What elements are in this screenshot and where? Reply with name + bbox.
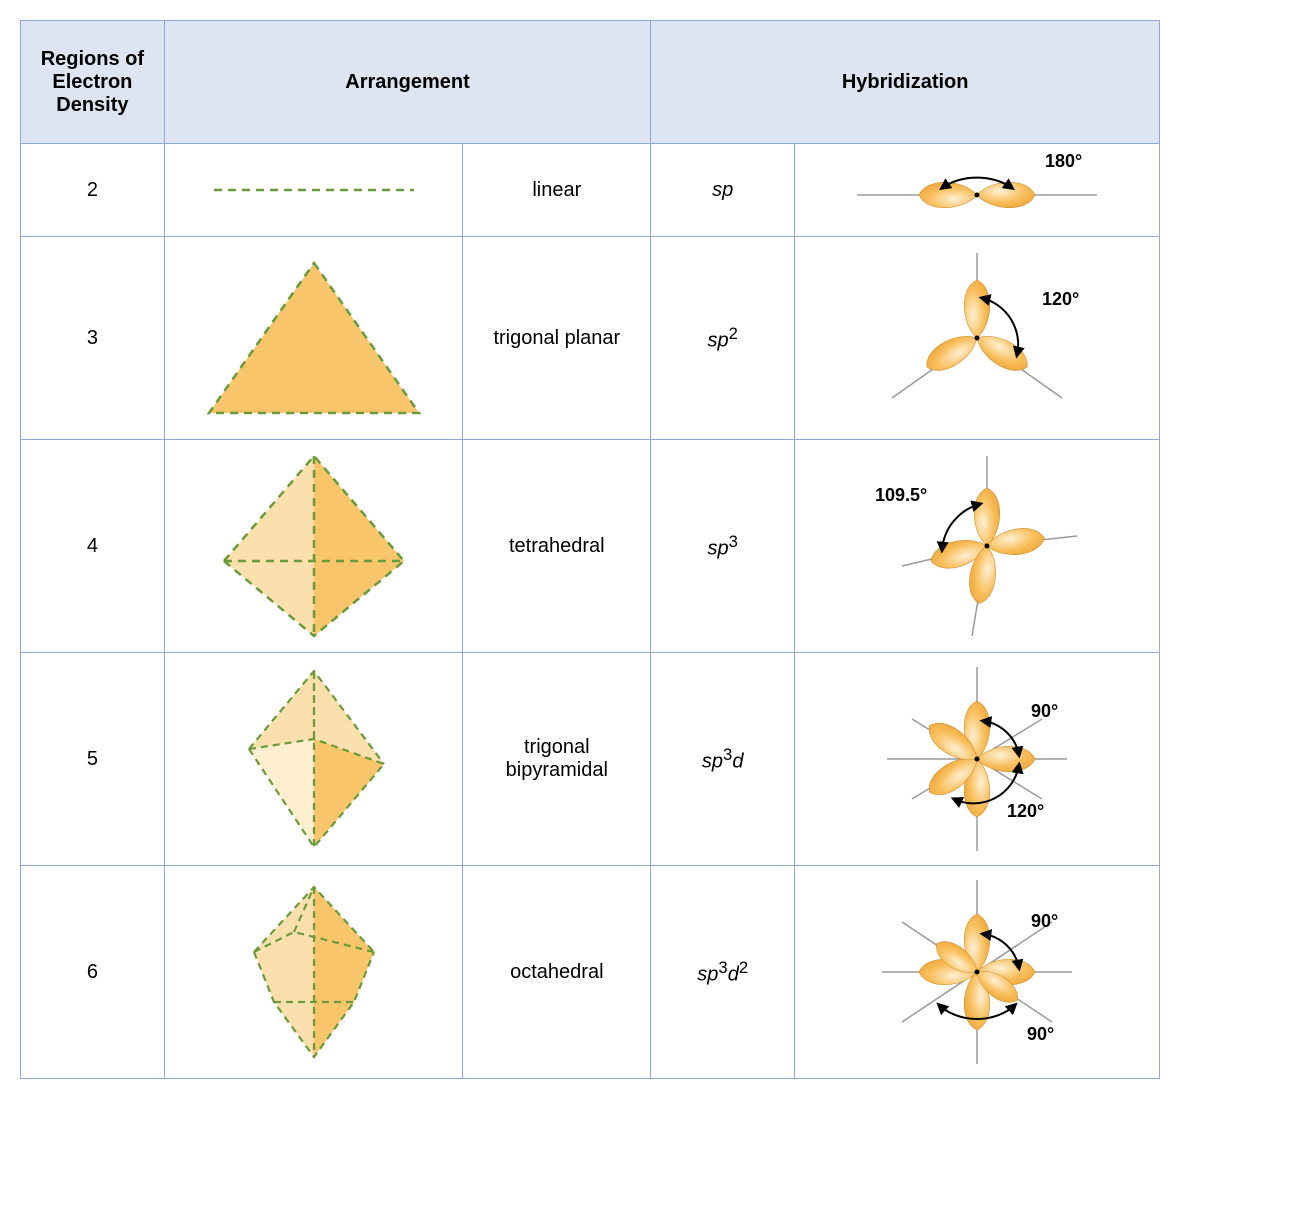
orbital-diagram-cell: 109.5° <box>795 440 1160 653</box>
arrangement-name-cell: linear <box>463 144 651 237</box>
arrangement-shape-cell <box>164 653 463 866</box>
arrangement-shape-cell <box>164 144 463 237</box>
orbital-diagram-cell: 90° 90° <box>795 866 1160 1079</box>
orbital-diagram-cell: 90° 120° <box>795 653 1160 866</box>
orbitals-sp3: 109.5° <box>827 446 1127 646</box>
orbital-diagram-cell: 120° <box>795 237 1160 440</box>
hybridization-table: Regions of Electron Density Arrangement … <box>20 20 1160 1079</box>
shape-linear <box>194 170 434 210</box>
regions-cell: 5 <box>21 653 165 866</box>
header-arrangement: Arrangement <box>164 21 651 144</box>
row-tetrahedral: 4 tetrahedral sp3 <box>21 440 1160 653</box>
angle-label: 90° <box>1027 1024 1054 1044</box>
arrangement-name-cell: octahedral <box>463 866 651 1079</box>
arrangement-shape-cell <box>164 237 463 440</box>
header-hybridization: Hybridization <box>651 21 1160 144</box>
regions-cell: 6 <box>21 866 165 1079</box>
orbitals-sp: 180° <box>827 150 1127 230</box>
angle-label: 120° <box>1042 289 1079 309</box>
angle-label: 90° <box>1031 911 1058 931</box>
orbitals-sp3d2: 90° 90° <box>827 872 1127 1072</box>
angle-label: 90° <box>1031 701 1058 721</box>
arrangement-name-cell: trigonal planar <box>463 237 651 440</box>
angle-label: 180° <box>1045 151 1082 171</box>
hybrid-label-cell: sp3d <box>651 653 795 866</box>
arrangement-name-cell: tetrahedral <box>463 440 651 653</box>
header-regions: Regions of Electron Density <box>21 21 165 144</box>
shape-trigonal-bipyramidal <box>194 659 434 859</box>
row-trigonal-planar: 3 trigonal planar sp2 <box>21 237 1160 440</box>
shape-trigonal-planar <box>194 248 434 428</box>
hybrid-label-cell: sp3d2 <box>651 866 795 1079</box>
arrangement-shape-cell <box>164 440 463 653</box>
regions-cell: 4 <box>21 440 165 653</box>
orbital-diagram-cell: 180° <box>795 144 1160 237</box>
orbitals-sp2: 120° <box>827 243 1127 433</box>
regions-cell: 3 <box>21 237 165 440</box>
orbitals-sp3d: 90° 120° <box>827 659 1127 859</box>
row-octahedral: 6 octahedral sp3d2 <box>21 866 1160 1079</box>
hybrid-label-cell: sp3 <box>651 440 795 653</box>
arrangement-shape-cell <box>164 866 463 1079</box>
hybrid-label-cell: sp <box>651 144 795 237</box>
row-linear: 2 linear sp 180° <box>21 144 1160 237</box>
shape-tetrahedral <box>194 446 434 646</box>
angle-label: 109.5° <box>875 485 927 505</box>
arrangement-name-cell: trigonal bipyramidal <box>463 653 651 866</box>
regions-cell: 2 <box>21 144 165 237</box>
hybrid-label-cell: sp2 <box>651 237 795 440</box>
angle-label: 120° <box>1007 801 1044 821</box>
shape-octahedral <box>194 872 434 1072</box>
header-row: Regions of Electron Density Arrangement … <box>21 21 1160 144</box>
row-trigonal-bipyramidal: 5 trigonal bipyramidal sp <box>21 653 1160 866</box>
